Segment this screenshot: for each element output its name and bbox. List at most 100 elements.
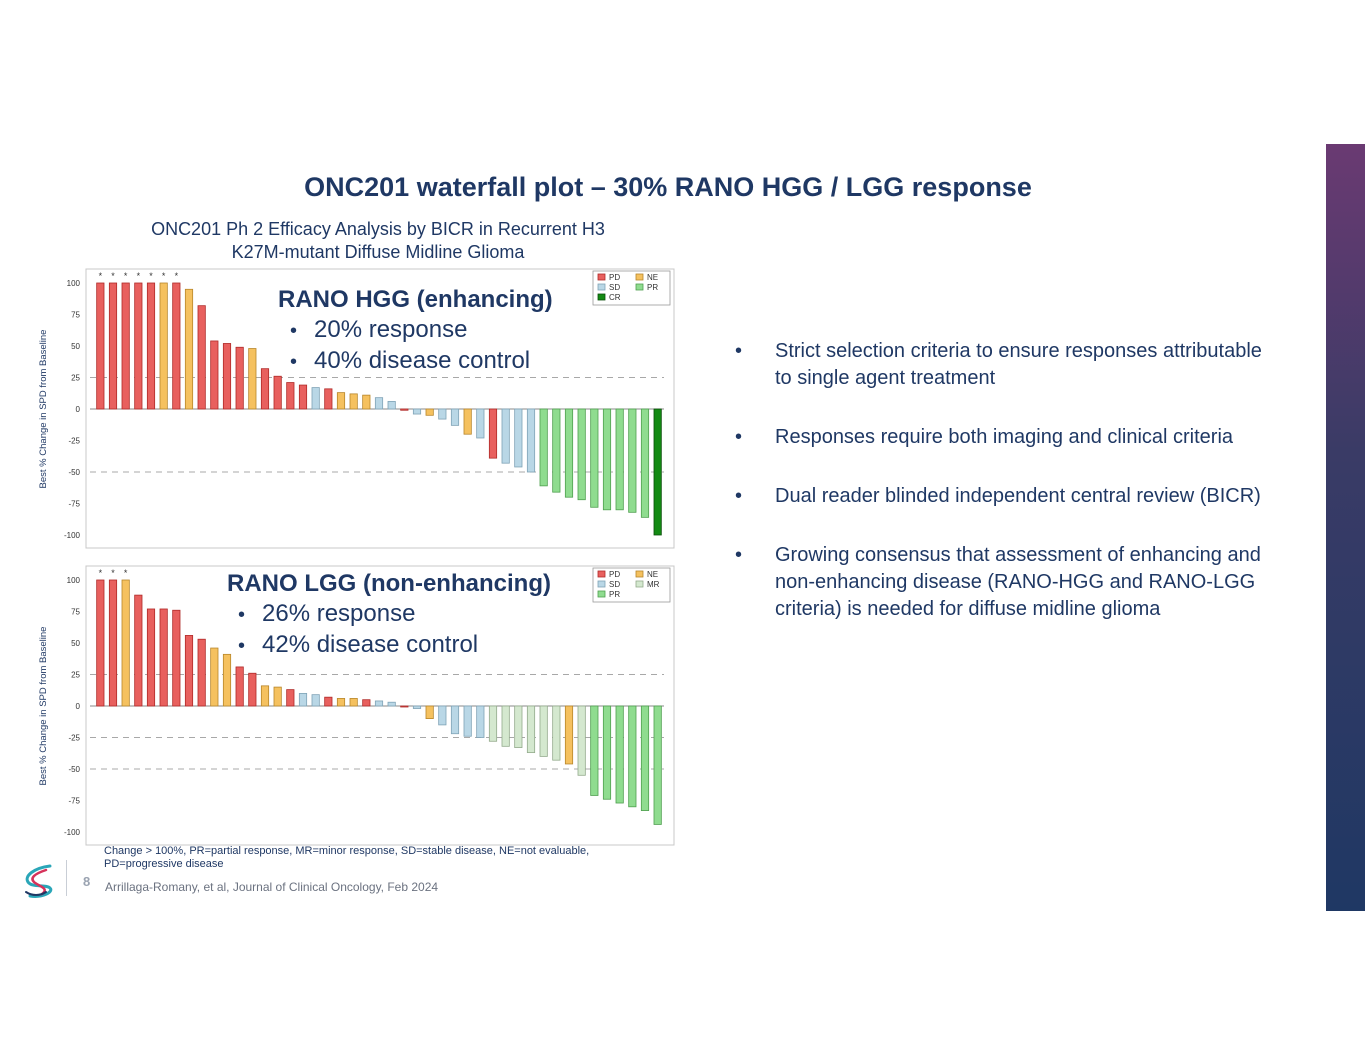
- key-points-list: Strict selection criteria to ensure resp…: [735, 338, 1275, 655]
- hgg-y-tick-label-3: 25: [71, 374, 80, 383]
- hgg-bar-36: [552, 408, 561, 493]
- hgg-bar-43: [640, 408, 650, 518]
- hgg-bar-18: [324, 388, 333, 410]
- lgg-y-tick-label-2: 50: [71, 639, 80, 648]
- hgg-y-tick-label-4: 0: [76, 405, 81, 414]
- hgg-legend-label-sd: SD: [609, 283, 620, 292]
- lgg-bar-43: [640, 705, 650, 811]
- hgg-star-marker-5: *: [162, 271, 166, 281]
- hgg-bar-30: [476, 408, 485, 439]
- hgg-bar-19: [336, 392, 346, 410]
- hgg-bar-5: [159, 282, 168, 410]
- lgg-bar-20: [349, 698, 358, 707]
- lgg-y-tick-label-1: 75: [71, 608, 80, 617]
- lgg-bar-36: [552, 705, 561, 761]
- lgg-bar-1: [108, 579, 118, 707]
- lgg-bar-29: [463, 705, 472, 737]
- hgg-bar-8: [197, 305, 206, 410]
- page-number: 8: [83, 874, 91, 889]
- hgg-y-tick-label-5: -25: [68, 437, 80, 446]
- hgg-bar-42: [628, 408, 637, 513]
- lgg-legend-swatch-ne: [635, 570, 644, 578]
- hgg-bar-16: [298, 384, 308, 410]
- hgg-legend-box: [592, 270, 671, 306]
- lgg-bar-6: [172, 609, 181, 707]
- lgg-y-axis-label: Best % Change in SPD from Baseline: [38, 627, 49, 786]
- lgg-y-tick-label-7: -75: [68, 797, 80, 806]
- hgg-bar-6: [172, 282, 181, 410]
- hgg-legend-swatch-pr: [635, 283, 644, 291]
- hgg-y-axis-label: Best % Change in SPD from Baseline: [38, 330, 49, 489]
- lgg-bar-14: [273, 686, 282, 707]
- hgg-bar-11: [235, 346, 244, 410]
- hgg-bar-0: [96, 282, 105, 410]
- hgg-bar-21: [362, 394, 371, 410]
- lgg-star-marker-1: *: [111, 568, 115, 578]
- lgg-legend-swatch-mr: [635, 580, 644, 588]
- lgg-star-marker-2: *: [124, 568, 128, 578]
- lgg-bar-31: [488, 705, 498, 742]
- lgg-y-tick-label-6: -50: [68, 765, 80, 774]
- hgg-legend-swatch-sd: [597, 283, 606, 291]
- chart-subtitle: ONC201 Ph 2 Efficacy Analysis by BICR in…: [100, 218, 656, 264]
- lgg-bar-8: [197, 638, 206, 707]
- lgg-bar-17: [311, 694, 320, 707]
- lgg-bar-39: [590, 705, 599, 796]
- hgg-y-tick-label-7: -75: [68, 500, 80, 509]
- lgg-bar-11: [235, 666, 244, 707]
- chart-subtitle-line-2: K27M-mutant Diffuse Midline Glioma: [231, 242, 525, 262]
- hgg-bar-40: [602, 408, 612, 511]
- lgg-bar-4: [146, 608, 156, 707]
- lgg-legend-label-pr: PR: [609, 590, 620, 599]
- hgg-bar-1: [108, 282, 118, 410]
- hgg-bar-35: [539, 408, 548, 487]
- hgg-bar-31: [488, 408, 498, 459]
- lgg-bar-26: [425, 705, 434, 720]
- lgg-bar-42: [628, 705, 637, 808]
- hgg-bar-34: [526, 408, 536, 473]
- hgg-star-marker-0: *: [99, 271, 103, 281]
- hgg-star-marker-3: *: [137, 271, 141, 281]
- lgg-overlay-title: RANO LGG (non-enhancing): [227, 570, 551, 597]
- lgg-bar-41: [615, 705, 624, 804]
- lgg-bar-13: [260, 685, 270, 707]
- decorative-side-bar: [1326, 144, 1365, 911]
- lgg-bar-5: [159, 608, 168, 707]
- lgg-bar-2: [121, 579, 130, 707]
- lgg-bar-27: [438, 705, 447, 726]
- hgg-bar-13: [260, 368, 270, 410]
- chart-subtitle-line-1: ONC201 Ph 2 Efficacy Analysis by BICR in…: [151, 219, 605, 239]
- hgg-bar-20: [349, 393, 358, 410]
- lgg-bar-16: [298, 692, 308, 707]
- hgg-bar-24: [400, 408, 409, 411]
- company-logo-icon: [25, 864, 53, 898]
- hgg-bar-39: [590, 408, 599, 508]
- lgg-bar-22: [374, 700, 384, 707]
- lgg-bar-38: [577, 705, 586, 776]
- key-point-consensus: Growing consensus that assessment of enh…: [735, 542, 1275, 623]
- hgg-y-tick-label-6: -50: [68, 468, 80, 477]
- lgg-bar-25: [412, 705, 422, 709]
- hgg-y-tick-label-0: 100: [67, 279, 81, 288]
- lgg-bar-19: [336, 698, 346, 707]
- lgg-y-tick-label-8: -100: [64, 828, 81, 837]
- hgg-star-marker-2: *: [124, 271, 128, 281]
- hgg-disease-control-stat: 40% disease control: [290, 346, 530, 377]
- hgg-bar-41: [615, 408, 624, 511]
- lgg-y-tick-label-0: 100: [67, 576, 81, 585]
- lgg-bar-32: [501, 705, 510, 747]
- lgg-legend-swatch-sd: [597, 580, 606, 588]
- lgg-bar-35: [539, 705, 548, 757]
- hgg-bar-15: [286, 382, 295, 410]
- hgg-bar-29: [463, 408, 472, 435]
- hgg-legend-label-ne: NE: [647, 273, 658, 282]
- hgg-bar-33: [514, 408, 523, 468]
- hgg-bar-2: [121, 282, 130, 410]
- hgg-bar-28: [450, 408, 460, 426]
- hgg-response-stat: 20% response: [290, 315, 530, 346]
- hgg-bar-3: [134, 282, 143, 410]
- hgg-legend-swatch-ne: [635, 273, 644, 281]
- lgg-bar-21: [362, 699, 371, 707]
- hgg-bar-22: [374, 397, 384, 410]
- hgg-y-tick-label-8: -100: [64, 531, 81, 540]
